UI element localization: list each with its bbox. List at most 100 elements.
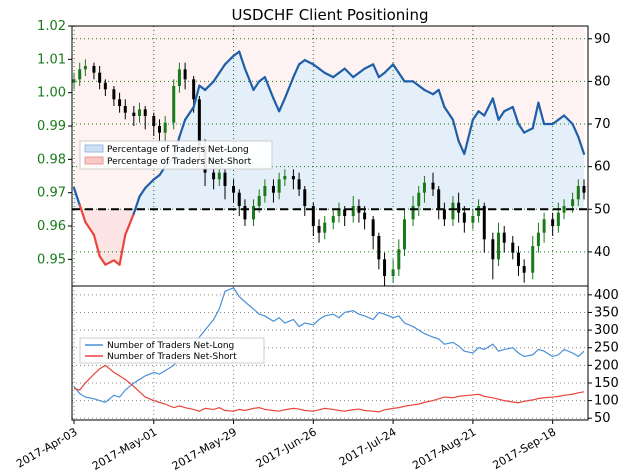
left-tick-label-0: 1.02 xyxy=(37,19,66,34)
legend-label-count-short: Number of Traders Net-Short xyxy=(107,352,237,362)
pct-segment-61 xyxy=(477,110,486,117)
candle-body-49 xyxy=(397,249,401,270)
top-grid xyxy=(72,26,588,286)
x-tick-label-5: 2017-Aug-21 xyxy=(410,425,478,472)
bottom-tick-label-6: 100 xyxy=(594,394,619,409)
bottom-legend: Number of Traders Net-Long Number of Tra… xyxy=(79,337,265,364)
candle-body-62 xyxy=(482,206,486,240)
candle-body-18 xyxy=(192,79,196,100)
candle-body-21 xyxy=(212,172,216,180)
pct-segment-44 xyxy=(363,63,375,70)
pct-segment-29 xyxy=(263,76,275,100)
right-tick-label-2: 70 xyxy=(594,117,611,132)
area-upper-band xyxy=(74,26,584,210)
pct-segment-10 xyxy=(138,186,147,198)
chart-title: USDCHF Client Positioning xyxy=(232,6,429,24)
percentage-long-line xyxy=(72,50,586,266)
bottom-right-axis-ticks: 400 350 300 250 200 150 100 50 xyxy=(588,288,619,426)
right-tick-label-3: 60 xyxy=(594,160,611,175)
candle-body-61 xyxy=(477,206,481,216)
x-tick-label-1: 2017-May-01 xyxy=(90,425,159,473)
pct-segment-70 xyxy=(537,101,546,126)
pct-segment-20 xyxy=(203,80,215,92)
right-tick-label-0: 90 xyxy=(594,32,611,47)
top-panel: 1.02 1.01 1.00 0.99 0.98 0.97 0.96 0.95 90 80 70 6… xyxy=(37,19,611,287)
candle-body-48 xyxy=(391,269,395,276)
pct-segment-32 xyxy=(283,76,295,100)
pct-segment-72 xyxy=(551,118,560,126)
pct-segment-76 xyxy=(577,135,586,155)
candle-body-4 xyxy=(98,72,102,83)
candle-body-66 xyxy=(511,242,515,253)
pct-segment-40 xyxy=(337,67,346,74)
candle-body-42 xyxy=(351,206,355,216)
x-tick-label-0: 2017-Apr-03 xyxy=(14,425,79,470)
candle-body-51 xyxy=(411,206,415,220)
bottom-legend-box xyxy=(79,337,265,364)
pct-segment-49 xyxy=(397,71,406,83)
pct-segment-53 xyxy=(423,88,435,96)
pct-segment-3 xyxy=(92,233,101,258)
left-tick-label-5: 0.97 xyxy=(37,186,66,201)
candle-body-16 xyxy=(177,69,181,86)
candle-body-8 xyxy=(123,106,127,113)
candle-body-35 xyxy=(303,189,307,206)
candle-body-23 xyxy=(223,172,227,186)
pct-segment-31 xyxy=(278,97,286,113)
candle-body-24 xyxy=(232,186,236,193)
bottom-panel: 400 350 300 250 200 150 100 50 Number of Trader… xyxy=(71,285,619,426)
bottom-tick-label-3: 250 xyxy=(594,341,619,356)
pct-segment-26 xyxy=(243,67,255,92)
candle-body-71 xyxy=(542,219,546,233)
candle-body-25 xyxy=(237,192,241,206)
pct-segment-25 xyxy=(238,50,247,70)
candle-body-60 xyxy=(471,216,475,223)
candle-body-34 xyxy=(297,179,301,190)
pct-segment-75 xyxy=(571,122,580,138)
pct-segment-23 xyxy=(223,54,235,66)
pct-segment-48 xyxy=(392,63,400,74)
candle-body-11 xyxy=(143,109,147,116)
pct-segment-45 xyxy=(372,63,380,79)
pct-segment-8 xyxy=(124,212,135,236)
candle-body-41 xyxy=(343,209,347,216)
candle-body-47 xyxy=(383,259,387,276)
pct-segment-55 xyxy=(437,88,446,109)
pct-segment-59 xyxy=(463,118,474,155)
candle-body-36 xyxy=(311,206,315,226)
left-tick-label-2: 1.00 xyxy=(37,86,66,101)
pct-segment-19 xyxy=(198,84,207,92)
candle-body-13 xyxy=(157,126,161,133)
legend-swatch-long xyxy=(84,144,104,153)
right-tick-label-4: 50 xyxy=(594,202,611,217)
pct-segment-65 xyxy=(503,105,514,113)
bottom-tick-label-4: 200 xyxy=(594,358,619,373)
candle-body-68 xyxy=(522,266,526,273)
pct-segment-7 xyxy=(118,233,127,266)
candle-body-27 xyxy=(251,206,255,220)
pct-segment-42 xyxy=(352,71,361,79)
pct-segment-62 xyxy=(483,97,494,117)
top-legend-box xyxy=(79,140,273,170)
candle-body-76 xyxy=(576,186,580,200)
right-tick-label-1: 80 xyxy=(594,74,611,89)
left-tick-label-1: 1.01 xyxy=(37,52,66,67)
legend-label-short: Percentage of Traders Net-Short xyxy=(107,157,252,167)
count-series-1 xyxy=(73,364,585,413)
candle-body-1 xyxy=(78,69,82,80)
bottom-tick-label-1: 350 xyxy=(594,305,619,320)
candle-body-3 xyxy=(92,66,96,73)
candle-body-45 xyxy=(371,219,375,236)
candle-body-56 xyxy=(442,209,446,220)
candle-body-40 xyxy=(337,209,341,216)
x-tick-label-3: 2017-Jun-26 xyxy=(254,425,319,470)
candle-body-55 xyxy=(437,189,441,210)
pct-segment-5 xyxy=(104,259,115,266)
candle-body-53 xyxy=(422,182,426,193)
candle-body-19 xyxy=(197,99,201,146)
candle-body-52 xyxy=(417,192,421,206)
left-tick-label-3: 0.99 xyxy=(37,119,66,134)
left-tick-label-7: 0.95 xyxy=(37,252,66,267)
right-axis-ticks: 90 80 70 60 50 40 xyxy=(588,32,611,260)
